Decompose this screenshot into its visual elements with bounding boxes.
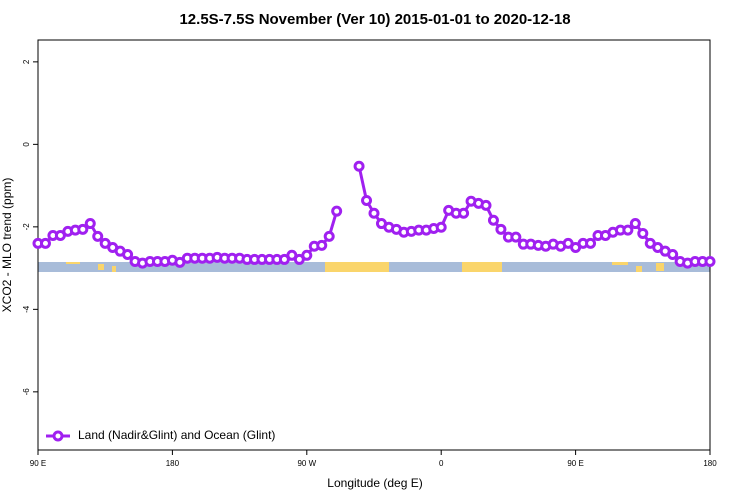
x-tick-label: 90 E bbox=[30, 459, 46, 468]
x-tick-label: 90 W bbox=[297, 459, 316, 468]
legend-label: Land (Nadir&Glint) and Ocean (Glint) bbox=[78, 428, 275, 442]
data-point bbox=[368, 207, 380, 219]
land-speck bbox=[112, 266, 116, 272]
data-point bbox=[704, 255, 716, 267]
data-point bbox=[331, 205, 343, 217]
land-ocean-band bbox=[38, 262, 710, 272]
land-segment bbox=[325, 262, 389, 272]
data-point bbox=[480, 199, 492, 211]
data-point bbox=[353, 160, 365, 172]
land-speck bbox=[656, 263, 664, 271]
land-speck bbox=[98, 264, 104, 270]
data-point bbox=[510, 231, 522, 243]
land-speck bbox=[612, 262, 628, 265]
data-point bbox=[585, 237, 597, 249]
data-point bbox=[622, 224, 634, 236]
y-tick-label: 2 bbox=[22, 59, 31, 64]
land-speck bbox=[636, 266, 642, 272]
data-point bbox=[435, 221, 447, 233]
data-point bbox=[301, 249, 313, 261]
data-point bbox=[667, 248, 679, 260]
x-tick-label: 90 E bbox=[567, 459, 583, 468]
data-point bbox=[122, 248, 134, 260]
data-point bbox=[39, 237, 51, 249]
chart-title: 12.5S-7.5S November (Ver 10) 2015-01-01 … bbox=[179, 11, 570, 28]
x-tick-label: 0 bbox=[439, 459, 444, 468]
land-segment bbox=[462, 262, 502, 272]
y-tick-label: -2 bbox=[22, 223, 31, 231]
data-point bbox=[361, 194, 373, 206]
data-point bbox=[495, 223, 507, 235]
y-tick-label: -6 bbox=[22, 388, 31, 396]
y-tick-label: 0 bbox=[22, 142, 31, 147]
data-point bbox=[487, 214, 499, 226]
x-tick-label: 180 bbox=[703, 459, 717, 468]
y-tick-label: -4 bbox=[22, 305, 31, 313]
data-point bbox=[637, 227, 649, 239]
data-point bbox=[92, 230, 104, 242]
y-axis-label: XCO2 - MLO trend (ppm) bbox=[0, 178, 14, 313]
legend-marker bbox=[52, 430, 64, 442]
x-axis-label: Longitude (deg E) bbox=[327, 476, 422, 490]
data-point bbox=[629, 218, 641, 230]
data-point bbox=[84, 218, 96, 230]
data-point bbox=[316, 239, 328, 251]
data-point bbox=[458, 207, 470, 219]
data-point bbox=[323, 230, 335, 242]
x-tick-label: 180 bbox=[166, 459, 180, 468]
land-speck bbox=[66, 262, 80, 264]
data-point bbox=[77, 223, 89, 235]
